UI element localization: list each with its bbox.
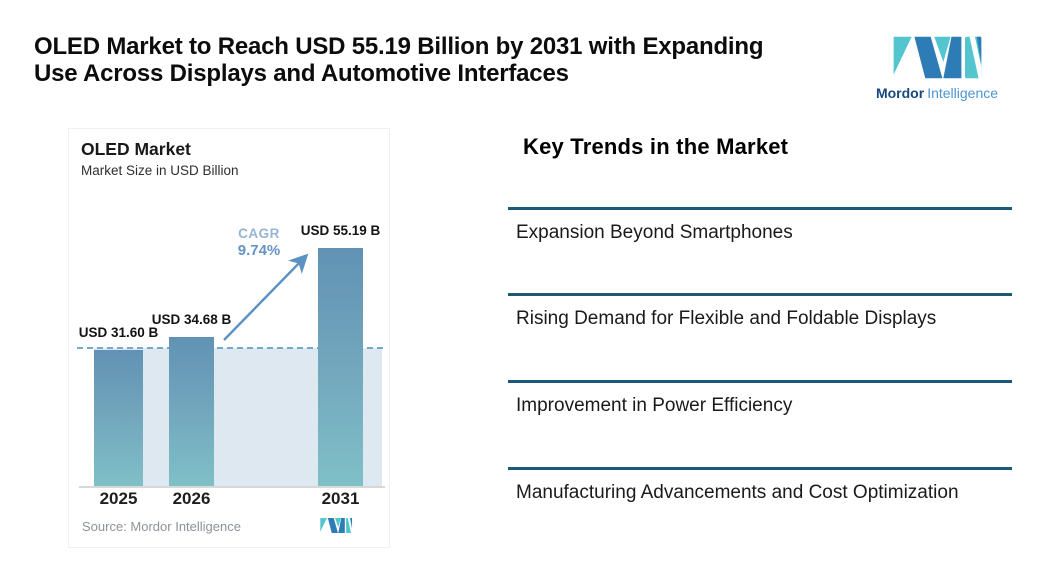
brand-wordmark: Mordor Intelligence bbox=[876, 85, 998, 101]
cagr-annotation: CAGR 9.74% bbox=[238, 226, 281, 260]
trend-item-label: Expansion Beyond Smartphones bbox=[516, 222, 793, 243]
page-title-line1: OLED Market to Reach USD 55.19 Billion b… bbox=[34, 33, 764, 60]
market-chart-card: OLED Market Market Size in USD Billion U… bbox=[68, 128, 390, 548]
chart-subtitle: Market Size in USD Billion bbox=[81, 163, 239, 178]
brand-name-primary: Mordor bbox=[875, 85, 925, 101]
page-title-line2: Use Across Displays and Automotive Inter… bbox=[34, 60, 569, 87]
trend-item: Rising Demand for Flexible and Foldable … bbox=[508, 293, 1012, 333]
trend-item-label: Rising Demand for Flexible and Foldable … bbox=[516, 308, 937, 329]
x-tick-label: 2026 bbox=[172, 489, 211, 508]
cagr-label: CAGR bbox=[238, 226, 280, 241]
trend-item: Manufacturing Advancements and Cost Opti… bbox=[508, 467, 1012, 507]
bar-2026 bbox=[169, 337, 214, 486]
bar-value-label: USD 31.60 B bbox=[78, 325, 159, 340]
trend-item-label: Improvement in Power Efficiency bbox=[516, 395, 793, 416]
x-tick-label: 2025 bbox=[99, 489, 138, 508]
bar-value-label: USD 55.19 B bbox=[300, 223, 381, 238]
trend-item: Expansion Beyond Smartphones bbox=[508, 207, 1012, 247]
bar-value-label: USD 34.68 B bbox=[151, 312, 232, 327]
bar-2031 bbox=[318, 248, 363, 486]
page-title: OLED Market to Reach USD 55.19 Billion b… bbox=[34, 33, 834, 87]
source-note: Source: Mordor Intelligence bbox=[82, 519, 241, 534]
x-tick-label: 2031 bbox=[321, 489, 360, 508]
trends-heading: Key Trends in the Market bbox=[523, 134, 789, 159]
chart-title: OLED Market bbox=[81, 139, 191, 159]
mordor-intelligence-logo-icon bbox=[893, 36, 982, 79]
trend-item: Improvement in Power Efficiency bbox=[508, 380, 1012, 420]
cagr-value: 9.74% bbox=[237, 242, 281, 260]
brand-logo: Mordor Intelligence bbox=[862, 32, 1012, 101]
trend-item-label: Manufacturing Advancements and Cost Opti… bbox=[516, 482, 959, 503]
x-axis-line bbox=[79, 486, 385, 488]
bar-2025 bbox=[94, 350, 143, 486]
mordor-intelligence-mark-icon bbox=[320, 517, 353, 534]
brand-name-secondary: Intelligence bbox=[927, 85, 999, 101]
baseline-dashed-line bbox=[77, 347, 383, 349]
